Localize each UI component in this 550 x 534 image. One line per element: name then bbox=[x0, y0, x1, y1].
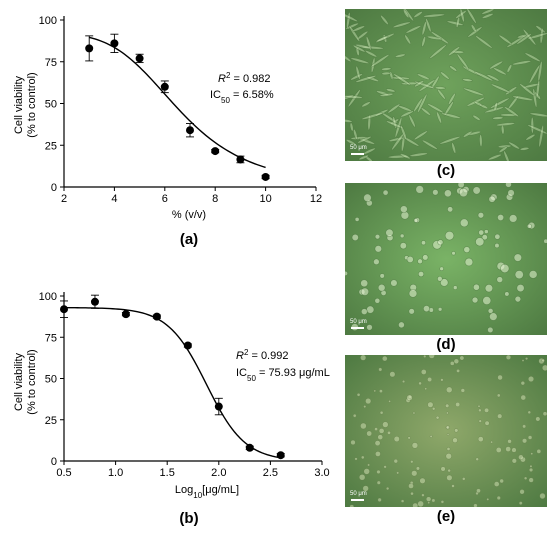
fit-curve bbox=[89, 36, 266, 169]
x-tick-label: 4 bbox=[111, 193, 117, 205]
micrograph-background bbox=[345, 9, 547, 161]
x-tick-label: 1.5 bbox=[160, 467, 175, 479]
data-point bbox=[152, 312, 161, 321]
y-tick-label: 100 bbox=[39, 291, 57, 303]
data-point bbox=[214, 397, 223, 416]
chart-b-ylabel-line2: (% to control) bbox=[26, 349, 38, 414]
x-tick-label: 0.5 bbox=[56, 467, 71, 479]
scale-bar bbox=[351, 499, 364, 501]
x-tick-label: 3.0 bbox=[314, 467, 329, 479]
point-marker bbox=[152, 312, 161, 321]
point-marker bbox=[60, 305, 68, 314]
chart-a-xlabel: % (v/v) bbox=[172, 209, 206, 221]
x-tick-label: 8 bbox=[212, 193, 218, 205]
micrograph-d-label: (d) bbox=[436, 336, 456, 353]
point-marker bbox=[211, 147, 220, 156]
chart-b-panel-label: (b) bbox=[179, 510, 198, 527]
chart-a-panel-label: (a) bbox=[180, 231, 198, 248]
chart-b-xlabel: Log10[μg/mL] bbox=[175, 484, 239, 500]
point-marker bbox=[245, 443, 254, 452]
point-marker bbox=[186, 126, 194, 135]
x-tick-label: 2.5 bbox=[263, 467, 278, 479]
cells bbox=[345, 9, 547, 161]
point-marker bbox=[160, 82, 169, 91]
chart-b-axes: 0.5 1.0 1.5 2.0 2.5 3.0 0 25 50 75 100 bbox=[39, 291, 330, 479]
data-point bbox=[245, 443, 254, 452]
data-point bbox=[183, 341, 192, 350]
y-tick-label: 50 bbox=[45, 374, 57, 386]
x-tick-label: 6 bbox=[162, 193, 168, 205]
point-marker bbox=[236, 155, 245, 164]
x-tick-label: 1.0 bbox=[108, 467, 123, 479]
chart-a-ylabel-line2: (% to control) bbox=[26, 72, 38, 137]
micrograph-c: 50 μm bbox=[345, 9, 547, 161]
chart-a: 2 4 6 8 10 12 0 25 50 75 100 Cell viability (% to … bbox=[13, 15, 322, 248]
point-marker bbox=[121, 310, 130, 319]
point-marker bbox=[135, 54, 144, 63]
y-tick-label: 25 bbox=[45, 415, 57, 427]
data-point bbox=[186, 123, 194, 138]
chart-a-axes: 2 4 6 8 10 12 0 25 50 75 100 bbox=[39, 15, 322, 205]
chart-a-fit-curve bbox=[89, 36, 266, 169]
y-tick-label: 0 bbox=[51, 182, 57, 194]
data-point bbox=[90, 294, 99, 309]
micrograph-d: 50 μm bbox=[345, 183, 547, 335]
point-marker bbox=[85, 44, 94, 53]
chart-b-ylabel-line1: Cell viability bbox=[13, 352, 25, 411]
chart-a-annotation-r2: R2 = 0.982 bbox=[218, 71, 270, 86]
point-marker bbox=[214, 402, 223, 411]
cells bbox=[345, 183, 547, 334]
y-tick-label: 50 bbox=[45, 99, 57, 111]
chart-b-points bbox=[60, 294, 285, 460]
cells bbox=[349, 355, 547, 507]
scale-bar-label: 50 μm bbox=[350, 145, 367, 151]
micrograph-c-label: (c) bbox=[436, 162, 456, 179]
micrograph-e-texture bbox=[345, 355, 547, 507]
chart-b: 0.5 1.0 1.5 2.0 2.5 3.0 0 25 50 75 100 Cell viabil… bbox=[13, 291, 330, 527]
data-point bbox=[85, 35, 94, 62]
data-point bbox=[261, 172, 270, 181]
micrograph-c-texture bbox=[345, 9, 547, 161]
fit-curve bbox=[63, 306, 281, 459]
y-tick-label: 0 bbox=[51, 456, 57, 468]
data-point bbox=[236, 155, 245, 164]
micrograph-d-texture bbox=[345, 183, 547, 335]
y-tick-label: 100 bbox=[39, 15, 57, 27]
x-tick-label: 2.0 bbox=[211, 467, 226, 479]
micrograph-e-label: (e) bbox=[436, 508, 456, 525]
scale-bar-label: 50 μm bbox=[350, 319, 367, 325]
y-tick-label: 75 bbox=[45, 332, 57, 344]
data-point bbox=[211, 147, 220, 156]
x-tick-label: 12 bbox=[310, 193, 322, 205]
data-point bbox=[276, 451, 285, 460]
data-point bbox=[160, 80, 169, 94]
point-marker bbox=[183, 341, 192, 350]
chart-b-annotation-ic50: IC50 = 75.93 μg/mL bbox=[236, 367, 330, 383]
chart-a-ylabel-line1: Cell viability bbox=[13, 75, 25, 134]
point-marker bbox=[110, 39, 119, 48]
data-point bbox=[121, 310, 130, 319]
x-tick-label: 10 bbox=[259, 193, 271, 205]
point-marker bbox=[276, 451, 285, 460]
data-point bbox=[60, 300, 68, 318]
chart-b-annotation-r2: R2 = 0.992 bbox=[236, 348, 288, 363]
chart-a-points bbox=[85, 33, 270, 181]
micrograph-e: 50 μm bbox=[345, 355, 547, 507]
micrograph-background bbox=[345, 355, 547, 507]
data-point bbox=[135, 53, 144, 64]
point-marker bbox=[90, 297, 99, 306]
y-tick-label: 75 bbox=[45, 57, 57, 69]
micrograph-background bbox=[345, 183, 547, 335]
data-point bbox=[110, 33, 119, 54]
x-tick-label: 2 bbox=[61, 193, 67, 205]
chart-b-fit-curve bbox=[63, 306, 281, 459]
scale-bar-label: 50 μm bbox=[350, 491, 367, 497]
point-marker bbox=[261, 172, 270, 181]
scale-bar bbox=[351, 327, 364, 329]
scale-bar bbox=[351, 153, 364, 155]
y-tick-label: 25 bbox=[45, 140, 57, 152]
chart-a-annotation-ic50: IC50 = 6.58% bbox=[210, 89, 274, 105]
